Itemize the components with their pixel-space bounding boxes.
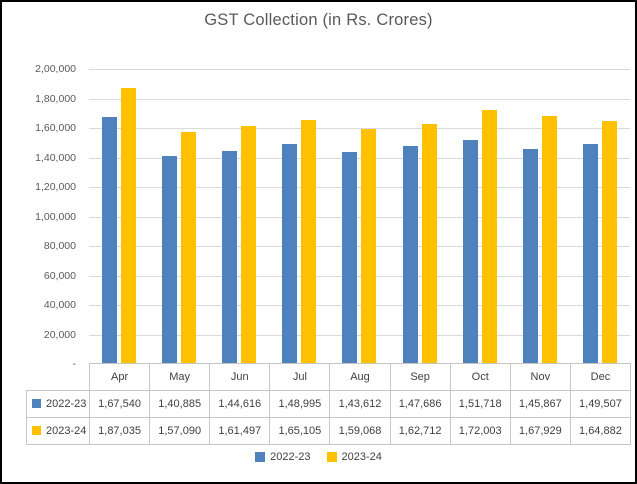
value-2023-24-jun: 1,61,497 <box>209 417 271 445</box>
value-2023-24-sep: 1,62,712 <box>389 417 451 445</box>
series-swatch-icon <box>32 399 41 408</box>
bar-2022-23-jun <box>222 150 238 364</box>
value-2022-23-aug: 1,43,612 <box>329 390 391 418</box>
table-row-2022-23: 2022-23 1,67,540 1,40,885 1,44,616 1,48,995 1… <box>26 390 632 418</box>
value-2023-24-dec: 1,64,882 <box>569 417 632 445</box>
data-table: Apr May Jun Jul Aug Sep Oct Nov Dec 2022-23 1,67,5… <box>26 363 632 445</box>
value-2022-23-oct: 1,51,718 <box>449 390 511 418</box>
bar-2023-24-dec <box>601 120 617 364</box>
gridline <box>89 69 630 70</box>
series-name: 2022-23 <box>46 398 87 410</box>
bar-group-dec <box>570 69 630 364</box>
month-header-sep: Sep <box>389 363 451 391</box>
value-2023-24-oct: 1,72,003 <box>449 417 511 445</box>
y-tick-label: 1,00,000 <box>35 210 76 223</box>
bar-group-jun <box>209 69 269 364</box>
month-header-nov: Nov <box>509 363 571 391</box>
value-2022-23-dec: 1,49,507 <box>569 390 632 418</box>
value-2022-23-sep: 1,47,686 <box>389 390 451 418</box>
bar-2022-23-sep <box>402 146 418 364</box>
table-corner-cell <box>27 364 90 391</box>
bar-2023-24-oct <box>481 110 497 364</box>
bar-groups <box>89 69 630 364</box>
legend-item-2022-23: 2022-23 <box>255 451 311 463</box>
bar-2023-24-apr <box>121 88 137 364</box>
plot-area <box>89 69 630 364</box>
legend-label: 2022-23 <box>270 451 311 463</box>
y-tick-label: - <box>72 358 77 370</box>
value-2022-23-may: 1,40,885 <box>149 390 211 418</box>
y-tick-label: 1,60,000 <box>35 122 76 134</box>
chart-title: GST Collection (in Rs. Crores) <box>204 11 433 29</box>
value-2023-24-may: 1,57,090 <box>149 417 211 445</box>
y-tick-label: 20,000 <box>43 328 76 341</box>
y-tick-label: 60,000 <box>43 269 76 282</box>
legend-swatch-icon <box>255 452 266 462</box>
bar-2023-24-sep <box>421 124 437 364</box>
value-2023-24-jul: 1,65,105 <box>269 417 331 445</box>
bar-2023-24-nov <box>541 116 557 364</box>
y-axis: 2,00,000 1,80,000 1,60,000 1,40,000 1,20,000… <box>2 62 76 371</box>
y-tick-label: 1,80,000 <box>35 92 76 105</box>
bar-group-jul <box>269 69 329 364</box>
value-2023-24-nov: 1,67,929 <box>509 417 571 445</box>
gridline <box>89 216 630 218</box>
series-label-2022-23: 2022-23 <box>26 390 90 418</box>
bar-group-sep <box>390 69 450 364</box>
y-tick-label: 1,20,000 <box>35 181 76 193</box>
bar-2023-24-may <box>181 132 197 364</box>
gridline <box>89 275 630 277</box>
month-header-jun: Jun <box>209 363 271 391</box>
value-2023-24-apr: 1,87,035 <box>88 417 151 445</box>
y-tick-label: 40,000 <box>43 299 76 311</box>
bar-2022-23-apr <box>102 116 118 364</box>
value-2023-24-aug: 1,59,068 <box>329 417 391 445</box>
bar-group-oct <box>450 69 510 364</box>
legend-label: 2023-24 <box>341 451 382 463</box>
bar-2022-23-oct <box>462 140 478 364</box>
month-header-aug: Aug <box>329 363 391 391</box>
month-header-may: May <box>149 363 211 391</box>
table-header-row: Apr May Jun Jul Aug Sep Oct Nov Dec <box>27 363 632 391</box>
y-tick-label: 1,40,000 <box>35 151 76 164</box>
bar-group-nov <box>510 69 570 364</box>
y-tick-label: 2,00,000 <box>35 63 76 75</box>
month-header-jul: Jul <box>269 363 331 391</box>
value-2022-23-jun: 1,44,616 <box>209 390 271 418</box>
bar-2022-23-nov <box>522 148 538 364</box>
table-row-2023-24: 2023-24 1,87,035 1,57,090 1,61,497 1,65,105 1… <box>26 417 632 445</box>
series-label-2023-24: 2023-24 <box>26 417 90 445</box>
legend-item-2023-24: 2023-24 <box>326 451 382 463</box>
value-2022-23-apr: 1,67,540 <box>88 390 151 418</box>
bar-2023-24-aug <box>361 129 377 364</box>
bar-2022-23-may <box>162 156 178 364</box>
y-tick-label: 80,000 <box>43 240 76 252</box>
bar-2022-23-aug <box>342 152 358 364</box>
bar-2022-23-dec <box>582 143 598 364</box>
gridline <box>89 98 630 100</box>
gridline <box>89 305 630 306</box>
gridline <box>89 334 630 336</box>
month-header-oct: Oct <box>449 363 511 391</box>
month-header-dec: Dec <box>569 363 632 391</box>
series-name: 2023-24 <box>46 425 87 437</box>
bar-group-aug <box>329 69 389 364</box>
gridline <box>89 157 630 159</box>
value-2022-23-jul: 1,48,995 <box>269 390 331 418</box>
month-header-apr: Apr <box>88 363 151 391</box>
gridline <box>89 187 630 188</box>
bar-2023-24-jun <box>241 125 257 364</box>
legend: 2022-23 2023-24 <box>2 451 635 463</box>
bar-2023-24-jul <box>301 120 317 364</box>
gridline <box>89 128 630 129</box>
legend-swatch-icon <box>326 452 337 462</box>
bar-group-apr <box>89 69 149 364</box>
series-swatch-icon <box>32 426 41 435</box>
gridline <box>89 246 630 247</box>
value-2022-23-nov: 1,45,867 <box>509 390 571 418</box>
bar-group-may <box>149 69 209 364</box>
bar-2022-23-jul <box>282 144 298 364</box>
